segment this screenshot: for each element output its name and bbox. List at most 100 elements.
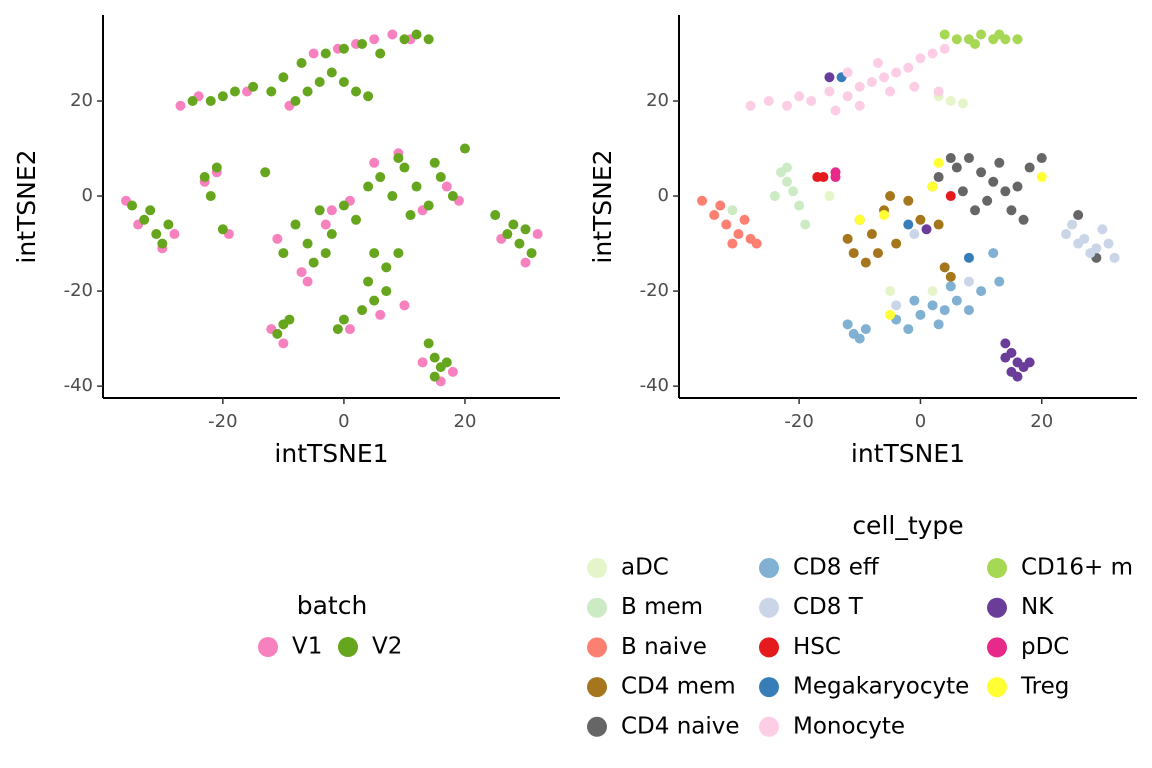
point [1012, 181, 1023, 192]
point [715, 200, 726, 211]
point [332, 324, 343, 335]
point [260, 167, 271, 178]
point [145, 205, 156, 216]
point [381, 262, 392, 273]
point [891, 67, 902, 78]
point [860, 324, 871, 335]
point [296, 267, 307, 278]
point [302, 86, 313, 97]
point [915, 309, 926, 320]
point [800, 219, 811, 230]
point [963, 305, 974, 316]
x-tick-label: 20 [1030, 411, 1053, 432]
legend-key [759, 637, 779, 658]
point [854, 100, 865, 111]
point [763, 96, 774, 107]
point [854, 214, 865, 225]
point [739, 214, 750, 225]
point [921, 224, 932, 235]
point [945, 191, 956, 202]
y-axis-title: intTSNE2 [12, 149, 41, 263]
point [885, 191, 896, 202]
y-tick-label: -20 [640, 280, 669, 301]
point [727, 238, 738, 249]
point [411, 181, 422, 192]
point [903, 62, 914, 73]
point [994, 157, 1005, 168]
x-tick-label: -20 [784, 411, 813, 432]
point [363, 181, 374, 192]
point [945, 96, 956, 107]
point [399, 162, 410, 173]
point [314, 77, 325, 88]
point [447, 366, 458, 377]
point [1000, 186, 1011, 197]
legend-label: V2 [372, 634, 402, 660]
point [1067, 219, 1078, 230]
point [363, 91, 374, 102]
legend-label: CD8 T [793, 594, 864, 620]
point [357, 38, 368, 49]
point [976, 167, 987, 178]
point [945, 153, 956, 164]
point [933, 172, 944, 183]
point [369, 248, 380, 259]
legend-label: aDC [621, 555, 669, 581]
point [1012, 34, 1023, 45]
point [326, 205, 337, 216]
point [338, 200, 349, 211]
point [290, 96, 301, 107]
point [903, 195, 914, 206]
point [429, 352, 440, 363]
point [879, 72, 890, 83]
point [175, 100, 186, 111]
point [217, 91, 228, 102]
point [1073, 210, 1084, 221]
legend-label: CD4 naive [621, 713, 740, 739]
point [872, 57, 883, 68]
point [794, 91, 805, 102]
point [976, 286, 987, 297]
point [417, 357, 428, 368]
point [909, 295, 920, 306]
point [308, 257, 319, 268]
point [915, 214, 926, 225]
point [933, 157, 944, 168]
point [490, 210, 501, 221]
point [939, 262, 950, 273]
point [909, 81, 920, 92]
point [842, 319, 853, 330]
legend-key [759, 597, 779, 618]
point [302, 276, 313, 287]
point [163, 219, 174, 230]
legend-key [987, 677, 1007, 698]
point [520, 257, 531, 268]
point [915, 53, 926, 64]
legend-key [759, 716, 779, 737]
point [806, 96, 817, 107]
point [363, 276, 374, 287]
point [520, 224, 531, 235]
point [885, 286, 896, 297]
point [939, 305, 950, 316]
point [217, 224, 228, 235]
point [127, 200, 138, 211]
point [879, 210, 890, 221]
point [381, 286, 392, 297]
point [459, 143, 470, 154]
point [1000, 338, 1011, 349]
point [951, 295, 962, 306]
point [982, 195, 993, 206]
x-axis-title: intTSNE1 [274, 439, 388, 468]
point [284, 314, 295, 325]
point [854, 81, 865, 92]
point [320, 219, 331, 230]
point [399, 300, 410, 311]
point [429, 157, 440, 168]
point [824, 86, 835, 97]
y-tick-label: 0 [658, 185, 669, 206]
point [387, 29, 398, 40]
point [278, 248, 289, 259]
legend-label: Megakaryocyte [793, 674, 969, 700]
legend-key [587, 677, 607, 698]
